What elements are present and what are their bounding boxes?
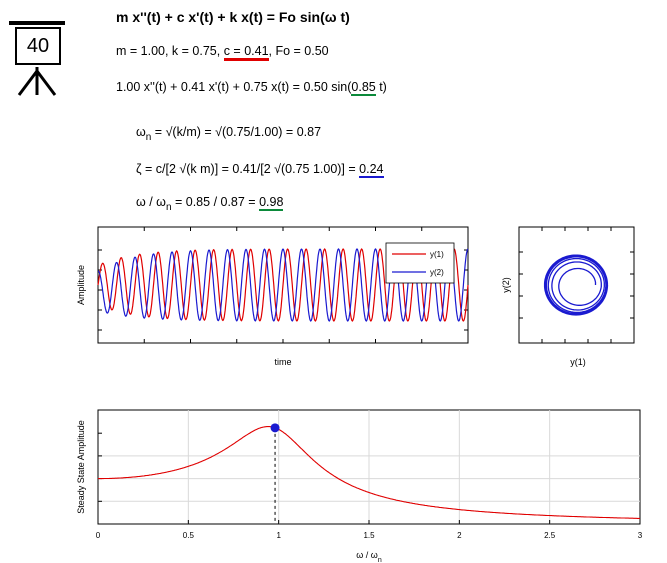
steady-xlabel: ω / ωn bbox=[356, 550, 382, 563]
phase-portrait-chart: y(1) y(2) bbox=[501, 226, 635, 367]
phase-plot-frame bbox=[518, 226, 635, 344]
ratio-prefix: ω / ω bbox=[136, 195, 166, 209]
ode-omega: 0.85 bbox=[351, 80, 376, 96]
easel-legs-icon bbox=[17, 67, 57, 96]
params-prefix: m = 1.00, k = 0.75, bbox=[116, 44, 224, 58]
time-ylabel: Amplitude bbox=[76, 265, 86, 305]
steady-xtick-label: 1 bbox=[276, 531, 281, 540]
params-suffix: , Fo = 0.50 bbox=[268, 44, 329, 58]
series-y2-line bbox=[98, 248, 469, 322]
damping-ratio-line: ζ = c/[2 √(k m)] = 0.41/[2 √(0.75 1.00)]… bbox=[136, 162, 384, 178]
natural-frequency-line: ωn = √(k/m) = √(0.75/1.00) = 0.87 bbox=[136, 125, 321, 143]
steady-xtick-label: 1.5 bbox=[363, 531, 375, 540]
time-legend: y(1) y(2) bbox=[385, 242, 455, 284]
params-line: m = 1.00, k = 0.75, c = 0.41, Fo = 0.50 bbox=[116, 44, 329, 61]
steady-ylabel: Steady State Amplitude bbox=[76, 420, 86, 514]
zeta-value: 0.24 bbox=[359, 162, 384, 178]
steady-xtick-label: 2.5 bbox=[544, 531, 556, 540]
phase-xlabel: y(1) bbox=[570, 357, 586, 367]
steady-xtick-label: 0.5 bbox=[183, 531, 195, 540]
badge-number: 40 bbox=[15, 27, 61, 65]
frequency-ratio-line: ω / ωn = 0.85 / 0.87 = 0.98 bbox=[136, 195, 284, 213]
wn-label: ω bbox=[136, 125, 146, 139]
params-c: c = 0.41 bbox=[223, 44, 269, 61]
steady-state-chart: 0 0.5 1 1.5 2 2.5 3 ω / ωn Steady State Amplit… bbox=[76, 409, 643, 563]
series-y1-line bbox=[97, 248, 469, 322]
ode-suffix: t) bbox=[375, 80, 387, 94]
response-curve bbox=[98, 426, 640, 519]
steady-xtick-label: 2 bbox=[457, 531, 462, 540]
legend-y2-label: y(2) bbox=[430, 268, 444, 277]
legend-y1-label: y(1) bbox=[430, 250, 444, 259]
wn-rest: = √(k/m) = √(0.75/1.00) = 0.87 bbox=[151, 125, 322, 139]
zeta-prefix: ζ = c/[2 √(k m)] = 0.41/[2 √(0.75 1.00)]… bbox=[136, 162, 360, 176]
phase-trajectory-line bbox=[543, 254, 609, 316]
steady-xtick-label: 3 bbox=[638, 531, 643, 540]
ratio-value: 0.98 bbox=[259, 195, 284, 211]
time-xlabel: time bbox=[274, 357, 291, 367]
steady-xlabel-sub: n bbox=[378, 557, 382, 563]
phase-ylabel: y(2) bbox=[501, 277, 511, 293]
ratio-mid: = 0.85 / 0.87 = bbox=[171, 195, 260, 209]
operating-point-marker bbox=[270, 423, 280, 433]
time-response-chart: y(1) y(2) time Amplitude bbox=[76, 226, 469, 367]
easel-icon: 40 bbox=[7, 19, 67, 97]
equation-title: m x''(t) + c x'(t) + k x(t) = Fo sin(ω t… bbox=[116, 9, 350, 25]
steady-xlabel-main: ω / ω bbox=[356, 550, 378, 560]
ratio-sub: n bbox=[165, 202, 172, 213]
ode-prefix: 1.00 x''(t) + 0.41 x'(t) + 0.75 x(t) = 0… bbox=[116, 80, 352, 94]
steady-xtick-label: 0 bbox=[96, 531, 101, 540]
ode-line: 1.00 x''(t) + 0.41 x'(t) + 0.75 x(t) = 0… bbox=[116, 80, 387, 96]
wn-sub: n bbox=[145, 132, 152, 143]
